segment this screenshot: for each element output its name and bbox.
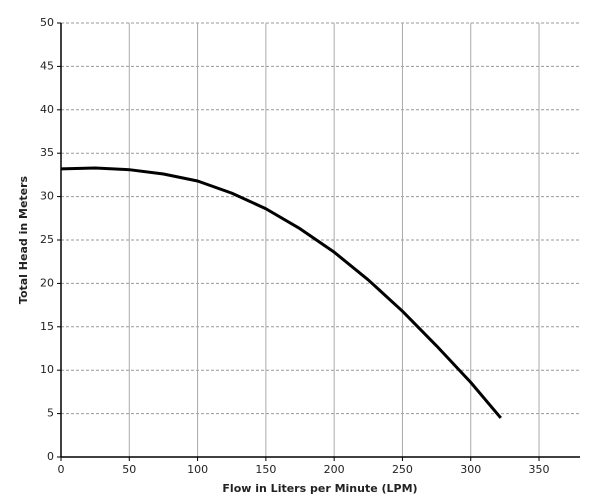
y-tick-label: 50 [40,16,54,29]
x-tick-label: 100 [187,463,208,476]
y-tick-label: 40 [40,103,54,116]
y-tick-label: 10 [40,363,54,376]
x-axis-label: Flow in Liters per Minute (LPM) [222,482,417,495]
y-tick-label: 0 [47,450,54,463]
y-tick-label: 35 [40,146,54,159]
x-tick-label: 0 [58,463,65,476]
x-tick-label: 300 [460,463,481,476]
x-tick-label: 200 [324,463,345,476]
y-tick-label: 5 [47,407,54,420]
x-tick-label: 350 [529,463,550,476]
y-tick-label: 25 [40,233,54,246]
y-tick-label: 45 [40,59,54,72]
y-tick-label: 30 [40,190,54,203]
y-tick-label: 15 [40,320,54,333]
x-tick-label: 50 [122,463,136,476]
x-tick-label: 150 [255,463,276,476]
y-tick-label: 20 [40,276,54,289]
curve [60,166,502,419]
y-axis-label: Total Head in Meters [17,175,30,304]
x-tick-label: 250 [392,463,413,476]
